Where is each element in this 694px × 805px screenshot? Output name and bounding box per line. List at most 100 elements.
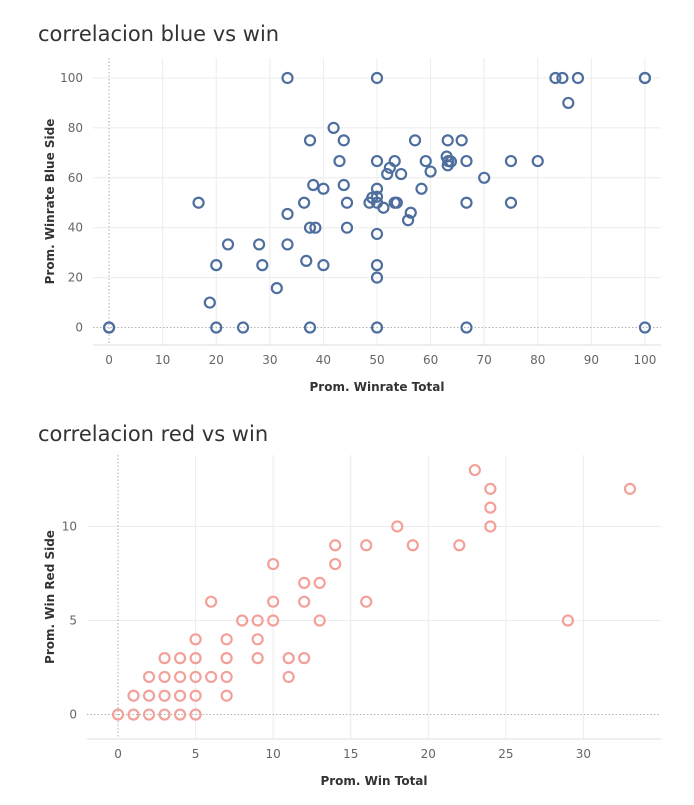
data-point bbox=[251, 633, 264, 646]
y-tick-label: 10 bbox=[62, 519, 77, 533]
y-tick-label: 100 bbox=[60, 71, 83, 85]
data-point bbox=[504, 154, 518, 168]
y-tick-label: 40 bbox=[68, 221, 83, 235]
data-point bbox=[303, 321, 317, 334]
data-point bbox=[281, 207, 294, 221]
data-point bbox=[210, 259, 223, 272]
data-point bbox=[327, 121, 340, 134]
data-point bbox=[419, 154, 432, 168]
y-tick-label: 80 bbox=[68, 121, 83, 135]
data-point bbox=[377, 201, 390, 214]
data-point bbox=[478, 171, 491, 184]
x-tick-label: 25 bbox=[498, 747, 513, 761]
data-point bbox=[142, 708, 156, 721]
data-point bbox=[531, 154, 544, 168]
data-point bbox=[370, 259, 384, 272]
data-point bbox=[281, 71, 294, 85]
data-point bbox=[267, 595, 280, 608]
data-point bbox=[203, 296, 216, 309]
data-point bbox=[390, 196, 403, 209]
data-point bbox=[370, 71, 384, 85]
data-point bbox=[303, 221, 317, 234]
x-tick-label: 90 bbox=[584, 353, 599, 367]
data-point bbox=[220, 689, 233, 702]
data-point bbox=[282, 652, 295, 665]
data-point bbox=[220, 670, 233, 684]
x-tick-label: 80 bbox=[530, 353, 545, 367]
x-tick-label: 30 bbox=[576, 747, 591, 761]
data-point bbox=[142, 689, 156, 702]
data-point bbox=[406, 539, 419, 552]
data-point bbox=[173, 708, 187, 721]
data-point bbox=[329, 539, 342, 552]
data-point bbox=[236, 321, 250, 334]
data-point bbox=[205, 670, 218, 684]
data-point bbox=[340, 221, 354, 234]
x-tick-label: 60 bbox=[423, 353, 438, 367]
scatter-chart-blue: 0 10 20 30 40 50 60 70 80 90 100 0 20 40 60 80 100 Prom. … bbox=[43, 58, 661, 394]
data-point bbox=[337, 178, 350, 192]
x-tick-label: 70 bbox=[477, 353, 492, 367]
data-point bbox=[460, 321, 473, 334]
x-tick-label: 100 bbox=[633, 353, 656, 367]
x-tick-label: 20 bbox=[421, 747, 436, 761]
data-point bbox=[504, 196, 518, 209]
data-point bbox=[300, 254, 313, 267]
data-point bbox=[281, 238, 294, 251]
data-point bbox=[401, 214, 415, 227]
data-point bbox=[192, 196, 205, 209]
data-point bbox=[158, 670, 171, 684]
data-point bbox=[189, 708, 202, 721]
data-point bbox=[441, 134, 454, 147]
data-point bbox=[236, 614, 249, 627]
data-point bbox=[173, 689, 187, 702]
data-point bbox=[267, 557, 280, 571]
data-point bbox=[256, 259, 269, 272]
data-point bbox=[127, 708, 140, 721]
data-point bbox=[127, 689, 140, 702]
data-point bbox=[391, 520, 404, 533]
y-tick-label: 0 bbox=[69, 708, 77, 722]
chart-title-blue: correlacion blue vs win bbox=[38, 22, 280, 46]
x-tick-label: 0 bbox=[114, 747, 122, 761]
data-point bbox=[220, 652, 233, 665]
x-axis-label: Prom. Win Total bbox=[320, 774, 427, 788]
x-tick-label: 20 bbox=[209, 353, 224, 367]
data-point bbox=[329, 557, 342, 571]
data-point bbox=[251, 652, 264, 665]
y-axis-label: Prom. Win Red Side bbox=[43, 530, 57, 664]
data-point bbox=[388, 154, 401, 168]
data-point bbox=[370, 321, 384, 334]
data-point bbox=[158, 708, 171, 721]
data-point bbox=[267, 614, 280, 627]
data-point bbox=[623, 482, 637, 495]
data-point bbox=[484, 520, 497, 533]
data-point bbox=[468, 463, 481, 477]
data-point bbox=[142, 670, 156, 684]
data-point bbox=[638, 71, 652, 85]
data-point bbox=[571, 71, 585, 85]
data-point bbox=[453, 539, 466, 552]
data-point bbox=[158, 689, 171, 702]
data-point bbox=[484, 501, 497, 514]
data-point bbox=[253, 238, 266, 251]
data-point bbox=[408, 134, 422, 147]
data-point bbox=[455, 134, 468, 147]
x-tick-label: 40 bbox=[316, 353, 331, 367]
data-point bbox=[313, 576, 326, 589]
data-point bbox=[298, 576, 311, 589]
data-point bbox=[381, 167, 394, 181]
data-point bbox=[337, 134, 350, 147]
x-tick-label: 5 bbox=[192, 747, 200, 761]
data-point bbox=[333, 154, 346, 168]
data-point bbox=[561, 614, 575, 627]
data-point bbox=[370, 182, 384, 195]
data-point bbox=[189, 689, 202, 702]
data-point bbox=[370, 271, 384, 284]
data-point bbox=[360, 595, 373, 608]
data-point bbox=[424, 165, 437, 178]
data-point bbox=[638, 321, 652, 334]
x-tick-label: 10 bbox=[155, 353, 170, 367]
data-point bbox=[282, 670, 295, 684]
x-tick-label: 50 bbox=[369, 353, 384, 367]
